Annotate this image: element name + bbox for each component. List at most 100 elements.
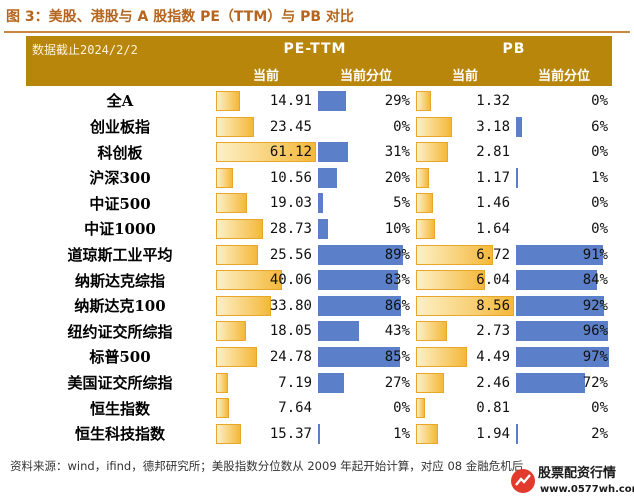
pb-current-cell-value: 4.49 <box>476 349 510 365</box>
pb-current-cell-value: 2.46 <box>476 374 510 391</box>
pb-current-cell-bar <box>416 372 445 393</box>
pe-current-cell: 10.56 <box>216 167 316 189</box>
pe-percentile-cell: 86% <box>318 295 414 317</box>
pb-current-cell-bar <box>416 295 514 316</box>
pe-current-cell-bar <box>216 398 229 419</box>
pb-current-cell: 2.46 <box>416 372 514 394</box>
row-name: 标普500 <box>89 348 151 367</box>
pb-percentile-cell-value: 0% <box>591 221 608 237</box>
pb-percentile-cell: 96% <box>516 320 612 342</box>
pe-percentile-cell-value: 5% <box>393 195 410 212</box>
pb-percentile-cell: 2% <box>516 423 612 445</box>
pe-percentile-cell: 27% <box>318 372 414 394</box>
pb-percentile-cell: 0% <box>516 218 612 240</box>
pe-percentile-cell: 89% <box>318 244 414 266</box>
pe-current-cell-bar <box>216 244 258 265</box>
pb-percentile-cell-value: 84% <box>582 272 608 289</box>
pb-current-cell-bar <box>416 193 433 214</box>
pb-percentile-cell-value: 0% <box>591 93 608 109</box>
pb-current-cell: 1.94 <box>416 423 514 445</box>
pe-percentile-cell-bar <box>318 295 401 316</box>
pe-percentile-cell: 0% <box>318 116 414 138</box>
pb-percentile-cell: 84% <box>516 269 612 291</box>
table-row: 恒生科技指数 15.37 1% 1.94 2% <box>26 420 612 447</box>
pe-percentile-cell-bar <box>318 91 346 111</box>
pe-current-cell-bar <box>216 347 257 367</box>
pb-current-cell-bar <box>416 116 453 137</box>
pe-percentile-cell-value: 86% <box>384 297 410 314</box>
pb-current-cell: 3.18 <box>416 116 514 138</box>
pe-current-cell-bar <box>216 193 248 214</box>
pb-percentile-cell-value: 0% <box>591 400 608 417</box>
pb-current-cell-value: 8.56 <box>476 297 510 314</box>
pb-current-cell: 8.56 <box>416 295 514 317</box>
pe-current-cell-value: 28.73 <box>269 221 312 237</box>
pe-current-cell-value: 15.37 <box>269 425 312 442</box>
pb-current-cell-bar <box>416 270 486 291</box>
row-name: 美国证交所综指 <box>67 373 173 392</box>
pb-current-cell-value: 1.17 <box>476 169 510 186</box>
pe-current-cell: 40.06 <box>216 269 316 291</box>
pe-current-cell-value: 18.05 <box>269 323 312 340</box>
table-row: 道琼斯工业平均 25.56 89% 6.72 91% <box>26 241 612 268</box>
pe-current-cell-bar <box>216 167 234 188</box>
pb-percentile-cell-bar <box>516 244 604 265</box>
pe-current-cell-value: 14.91 <box>269 93 312 109</box>
watermark-name: 股票配资行情 <box>538 466 617 481</box>
pb-current-cell-value: 6.04 <box>476 272 510 289</box>
pb-current-cell-value: 1.46 <box>476 195 510 212</box>
pb-percentile-cell-bar <box>516 270 597 291</box>
pb-percentile-cell-bar <box>516 423 518 444</box>
pe-percentile-cell: 1% <box>318 423 414 445</box>
pb-current-cell: 1.32 <box>416 90 514 112</box>
pb-current-cell-value: 2.73 <box>476 323 510 340</box>
pb-current-cell-value: 0.81 <box>476 400 510 417</box>
pe-percentile-cell-value: 1% <box>393 425 410 442</box>
pe-current-cell: 25.56 <box>216 244 316 266</box>
pe-current-cell-value: 40.06 <box>269 272 312 289</box>
valuation-table: 数据截止2024/2/2 PE-TTM PB 当前 当前分位 当前 当前分位 全… <box>26 36 612 447</box>
pb-current-cell-value: 3.18 <box>476 118 510 135</box>
pb-percentile-cell-value: 0% <box>591 144 608 161</box>
table-row: 纳斯达克综指 40.06 83% 6.04 84% <box>26 267 612 293</box>
pb-current-cell: 2.81 <box>416 141 514 163</box>
pb-percentile-cell: 0% <box>516 192 612 214</box>
pb-current-cell: 0.81 <box>416 397 514 419</box>
pe-percentile-cell: 29% <box>318 90 414 112</box>
pe-percentile-cell-bar <box>318 423 320 444</box>
pb-current-cell-bar <box>416 398 426 419</box>
pb-current-cell-bar <box>416 244 493 265</box>
pb-current-cell: 4.49 <box>416 346 514 368</box>
pb-percentile-cell-bar <box>516 321 609 342</box>
pe-percentile-cell: 20% <box>318 167 414 189</box>
pe-percentile-cell-bar <box>318 347 400 367</box>
pe-percentile-cell-value: 43% <box>384 323 410 340</box>
pe-current-cell: 28.73 <box>216 218 316 240</box>
pe-current-cell-value: 10.56 <box>269 169 312 186</box>
pe-current-cell-value: 24.78 <box>269 349 312 365</box>
table-row: 沪深300 10.56 20% 1.17 1% <box>26 164 612 191</box>
pb-percentile-cell-bar <box>516 295 605 316</box>
col-header-pb-percentile: 当前分位 <box>537 68 590 84</box>
pe-percentile-cell-bar <box>318 193 323 214</box>
pe-current-cell-bar <box>216 321 246 342</box>
pe-current-cell: 61.12 <box>216 141 316 163</box>
title-divider <box>4 31 630 33</box>
group-header-pb: PB <box>502 41 526 57</box>
table-row: 全A 14.91 29% 1.32 0% <box>26 88 612 114</box>
pe-current-cell: 19.03 <box>216 192 316 214</box>
pb-current-cell-bar <box>416 321 448 342</box>
pe-percentile-cell: 5% <box>318 192 414 214</box>
pe-current-cell: 23.45 <box>216 116 316 138</box>
pe-current-cell: 15.37 <box>216 423 316 445</box>
row-name: 纳斯达克100 <box>74 297 166 316</box>
pb-percentile-cell-bar <box>516 372 586 393</box>
pb-percentile-cell-value: 91% <box>582 246 608 263</box>
pb-percentile-cell: 0% <box>516 397 612 419</box>
pb-current-cell-value: 2.81 <box>476 144 510 161</box>
pb-current-cell-bar <box>416 423 439 444</box>
group-header-row: 数据截止2024/2/2 PE-TTM PB <box>26 36 612 62</box>
pb-percentile-cell: 0% <box>516 141 612 163</box>
pe-percentile-cell: 83% <box>318 269 414 291</box>
pe-percentile-cell-value: 0% <box>393 400 410 417</box>
